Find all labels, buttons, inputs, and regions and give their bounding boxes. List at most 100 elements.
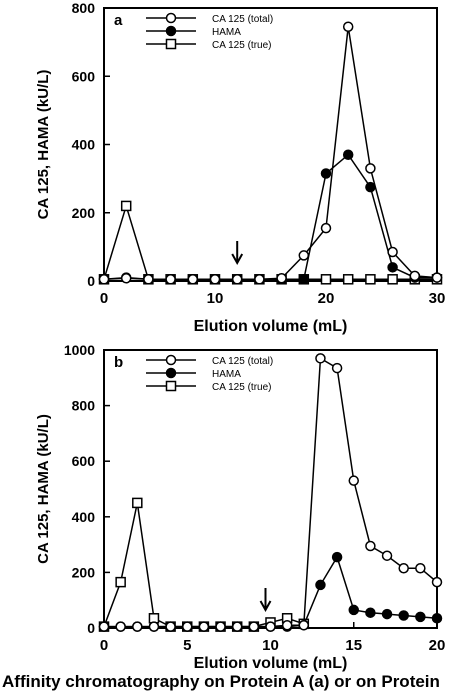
data-point xyxy=(431,576,443,588)
series-hama xyxy=(98,149,443,285)
series-line xyxy=(103,26,438,281)
x-tick-label: 0 xyxy=(100,290,108,307)
data-point xyxy=(381,550,393,561)
data-point xyxy=(215,621,226,632)
data-point xyxy=(348,475,359,486)
arrow-head xyxy=(231,253,244,266)
legend-marker xyxy=(165,38,177,50)
data-point xyxy=(315,579,326,591)
y-tick-label: 0 xyxy=(87,273,95,289)
data-point xyxy=(348,604,359,616)
data-point xyxy=(342,274,354,285)
series-line xyxy=(103,502,305,628)
data-point xyxy=(120,273,132,284)
legend: CA 125 (total) HAMA CA 125 (true) xyxy=(146,354,273,393)
data-point xyxy=(115,621,126,632)
data-point xyxy=(254,274,265,285)
x-tick-label: 20 xyxy=(429,637,446,654)
data-point xyxy=(320,168,332,179)
arrow-head xyxy=(259,600,272,613)
series-ca125-total xyxy=(98,21,443,285)
data-point xyxy=(342,21,354,33)
legend-marker xyxy=(165,12,177,24)
data-point xyxy=(387,274,398,285)
panel-label: a xyxy=(114,12,123,29)
y-tick-label: 0 xyxy=(87,620,95,636)
data-point xyxy=(331,362,343,374)
data-point xyxy=(276,273,287,284)
data-point xyxy=(98,274,110,285)
data-point xyxy=(431,272,443,283)
data-point xyxy=(231,621,243,632)
legend-marker xyxy=(165,354,177,366)
data-point xyxy=(165,621,176,632)
y-axis-label: CA 125, HAMA (kU/L) xyxy=(35,414,52,564)
data-point xyxy=(320,222,332,234)
data-point xyxy=(365,607,376,618)
series-ca125-true xyxy=(98,497,310,632)
data-point xyxy=(320,274,332,285)
legend-label: HAMA xyxy=(212,369,241,380)
data-point xyxy=(342,149,354,160)
data-point xyxy=(298,619,310,631)
legend-marker xyxy=(165,25,177,37)
legend-label: CA 125 (total) xyxy=(212,356,273,367)
x-tick-label: 5 xyxy=(183,637,191,654)
data-point xyxy=(265,621,276,632)
data-point xyxy=(248,621,260,632)
data-point xyxy=(98,621,110,632)
x-tick-label: 0 xyxy=(100,637,108,654)
y-tick-label: 400 xyxy=(72,509,96,525)
data-point xyxy=(165,274,176,285)
y-tick-label: 800 xyxy=(72,398,96,414)
x-axis-label: Elution volume (mL) xyxy=(194,318,348,335)
data-point xyxy=(365,181,376,193)
data-point xyxy=(298,274,310,285)
x-tick-label: 10 xyxy=(207,290,224,307)
y-tick-label: 400 xyxy=(72,137,96,153)
y-axis-label: CA 125, HAMA (kU/L) xyxy=(35,70,52,220)
data-point xyxy=(387,262,398,273)
figure-caption: Affinity chromatography on Protein A (a)… xyxy=(2,672,440,691)
data-point xyxy=(398,562,409,574)
arrow-marker xyxy=(259,588,272,613)
legend-marker xyxy=(165,367,177,379)
arrow-marker xyxy=(231,241,244,266)
x-tick-label: 30 xyxy=(429,290,446,307)
data-point xyxy=(431,613,443,624)
legend-label: CA 125 (true) xyxy=(212,382,271,393)
data-point xyxy=(115,576,126,588)
legend-label: CA 125 (total) xyxy=(212,14,273,25)
y-tick-label: 600 xyxy=(72,68,96,84)
data-point xyxy=(409,270,421,282)
data-point xyxy=(415,611,426,623)
data-point xyxy=(281,619,293,631)
y-tick-label: 200 xyxy=(72,564,96,580)
legend: CA 125 (total) HAMA CA 125 (true) xyxy=(146,12,273,51)
series-line xyxy=(104,357,438,628)
data-point xyxy=(387,246,398,258)
data-point xyxy=(298,250,310,261)
data-point xyxy=(331,551,343,563)
chart-panel-a: 0 10 20 30 0 200 400 600 800 Elution volume (mL) C… xyxy=(35,0,445,335)
x-tick-label: 10 xyxy=(262,637,279,654)
data-point xyxy=(148,621,160,632)
series-ca125-total xyxy=(98,353,443,632)
data-point xyxy=(365,540,376,552)
data-point xyxy=(398,610,409,621)
data-point xyxy=(132,621,143,632)
data-point xyxy=(231,274,243,285)
data-point xyxy=(187,274,199,285)
x-axis-label: Elution volume (mL) xyxy=(194,655,348,672)
y-tick-label: 200 xyxy=(72,205,96,221)
panel-label: b xyxy=(114,354,123,371)
x-tick-label: 20 xyxy=(318,290,335,307)
data-point xyxy=(365,274,376,285)
legend-label: CA 125 (true) xyxy=(212,40,271,51)
series-line xyxy=(103,203,437,281)
series-line xyxy=(103,153,437,281)
legend-marker xyxy=(165,380,177,392)
data-point xyxy=(209,274,221,285)
